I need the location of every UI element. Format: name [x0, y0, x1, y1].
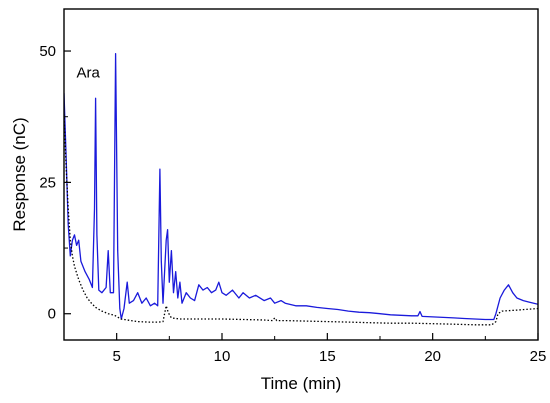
x-tick-label: 25: [530, 348, 547, 365]
series-line-1: [64, 53, 538, 321]
x-tick-label: 10: [214, 348, 231, 365]
series-line-2: [64, 114, 538, 326]
y-tick-label: 25: [39, 174, 56, 191]
annotations: Ara: [77, 64, 101, 81]
x-tick-label: 20: [424, 348, 441, 365]
plot-frame: [63, 8, 539, 341]
y-tick-label: 0: [48, 306, 56, 323]
y-tick-label: 50: [39, 43, 56, 60]
peak-annotation: Ara: [77, 64, 101, 81]
axis-ticks: 5 10 15 20 25 0 25 50: [39, 43, 546, 365]
plot-lines: [64, 53, 538, 326]
x-axis-title: Time (min): [261, 374, 342, 393]
x-tick-label: 15: [319, 348, 336, 365]
y-axis-title: Response (nC): [10, 117, 29, 231]
x-tick-label: 5: [112, 348, 120, 365]
